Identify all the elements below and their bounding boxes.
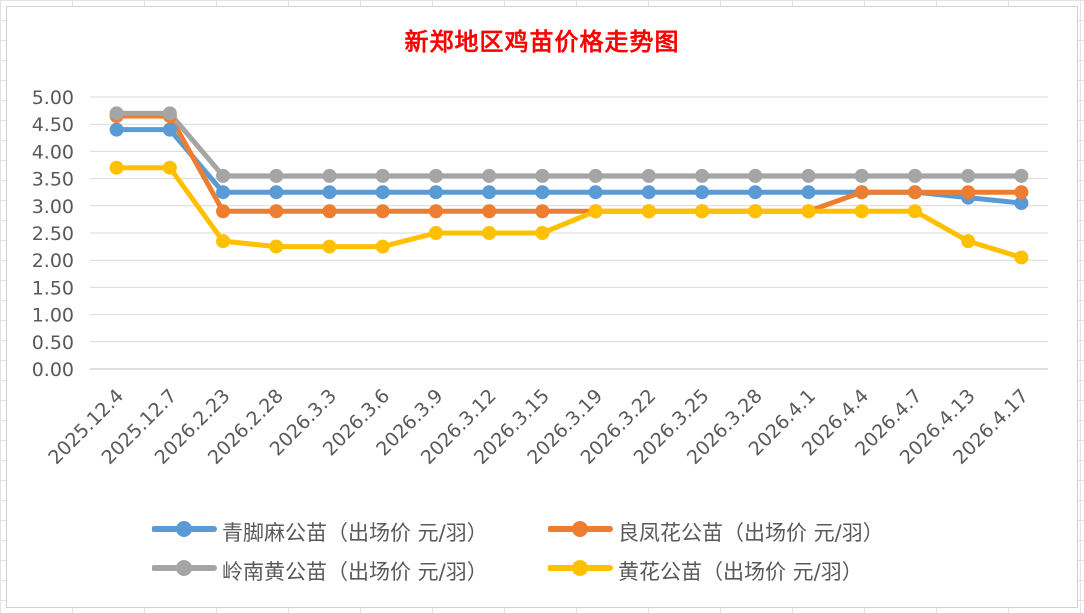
data-point-series-2 [322, 168, 337, 183]
data-point-series-2 [801, 168, 816, 183]
y-tick-label: 2.00 [32, 250, 74, 272]
data-point-series-1 [907, 185, 922, 200]
data-point-series-0 [162, 122, 177, 137]
data-point-series-1 [1014, 185, 1029, 200]
data-point-series-1 [854, 185, 869, 200]
data-point-series-2 [216, 168, 231, 183]
data-point-series-0 [428, 185, 443, 200]
data-point-series-2 [375, 168, 390, 183]
data-point-series-2 [162, 106, 177, 121]
chart-title: 新郑地区鸡苗价格走势图 [404, 27, 680, 56]
data-point-series-0 [695, 185, 710, 200]
legend-label: 青脚麻公苗（出场价 元/羽） [222, 521, 488, 545]
data-point-series-2 [269, 168, 284, 183]
data-point-series-2 [482, 168, 497, 183]
data-point-series-2 [907, 168, 922, 183]
data-point-series-3 [428, 226, 443, 240]
data-point-series-1 [216, 204, 231, 219]
legend-swatch [152, 521, 217, 537]
data-point-series-1 [375, 204, 390, 219]
data-point-series-3 [109, 160, 124, 175]
data-point-series-0 [375, 185, 390, 200]
series-line-1 [114, 113, 1024, 214]
data-point-series-1 [428, 204, 443, 219]
y-tick-label: 1.50 [32, 277, 74, 299]
data-point-series-3 [748, 204, 763, 219]
data-point-series-0 [109, 122, 124, 137]
y-tick-label: 0.50 [32, 332, 74, 354]
data-point-series-1 [269, 204, 284, 219]
data-point-series-3 [907, 204, 922, 219]
data-point-series-1 [535, 204, 550, 219]
data-point-series-2 [588, 168, 603, 183]
data-point-series-3 [375, 239, 390, 254]
data-point-series-1 [482, 204, 497, 219]
legend-swatch [548, 560, 613, 576]
data-point-series-2 [641, 168, 656, 183]
y-tick-label: 3.00 [32, 196, 74, 218]
data-point-series-3 [854, 204, 869, 219]
legend-label: 岭南黄公苗（出场价 元/羽） [222, 560, 488, 584]
data-point-series-3 [641, 204, 656, 219]
data-point-series-0 [216, 185, 231, 200]
data-point-series-3 [801, 204, 816, 219]
chart-area[interactable] [6, 6, 1078, 608]
legend-label: 良凤花公苗（出场价 元/羽） [618, 521, 884, 545]
data-point-series-0 [269, 185, 284, 200]
data-point-series-0 [1014, 196, 1029, 211]
y-tick-label: 1.00 [32, 305, 74, 327]
y-tick-label: 4.50 [32, 114, 74, 136]
data-point-series-2 [695, 168, 710, 183]
data-point-series-0 [641, 185, 656, 200]
data-point-series-3 [162, 160, 177, 175]
data-point-series-1 [961, 185, 976, 200]
data-point-series-3 [216, 234, 231, 249]
legend-swatch [152, 560, 217, 576]
data-point-series-3 [535, 226, 550, 240]
data-point-series-3 [588, 204, 603, 219]
data-point-series-0 [748, 185, 763, 200]
data-point-series-2 [961, 168, 976, 183]
data-point-series-2 [748, 168, 763, 183]
data-point-series-3 [482, 226, 497, 240]
legend-label: 黄花公苗（出场价 元/羽） [618, 560, 863, 584]
data-point-series-3 [269, 239, 284, 254]
data-point-series-0 [482, 185, 497, 200]
data-point-series-3 [695, 204, 710, 219]
series-line-2 [114, 110, 1024, 179]
data-point-series-0 [535, 185, 550, 200]
y-tick-label: 2.50 [32, 223, 74, 245]
data-point-series-2 [535, 168, 550, 183]
y-tick-label: 3.50 [32, 169, 74, 191]
data-point-series-0 [801, 185, 816, 200]
data-point-series-3 [1014, 250, 1029, 265]
y-tick-label: 4.00 [32, 141, 74, 163]
series-line-3 [114, 165, 1024, 260]
data-point-series-3 [322, 239, 337, 254]
legend-swatch [548, 521, 613, 537]
y-tick-label: 5.00 [32, 87, 74, 109]
data-point-series-1 [322, 204, 337, 219]
data-point-series-3 [961, 234, 976, 249]
data-point-series-0 [588, 185, 603, 200]
data-point-series-0 [322, 185, 337, 200]
data-point-series-2 [428, 168, 443, 183]
data-point-series-2 [854, 168, 869, 183]
y-tick-label: 0.00 [32, 359, 74, 381]
data-point-series-2 [1014, 168, 1029, 183]
data-point-series-2 [109, 106, 124, 121]
